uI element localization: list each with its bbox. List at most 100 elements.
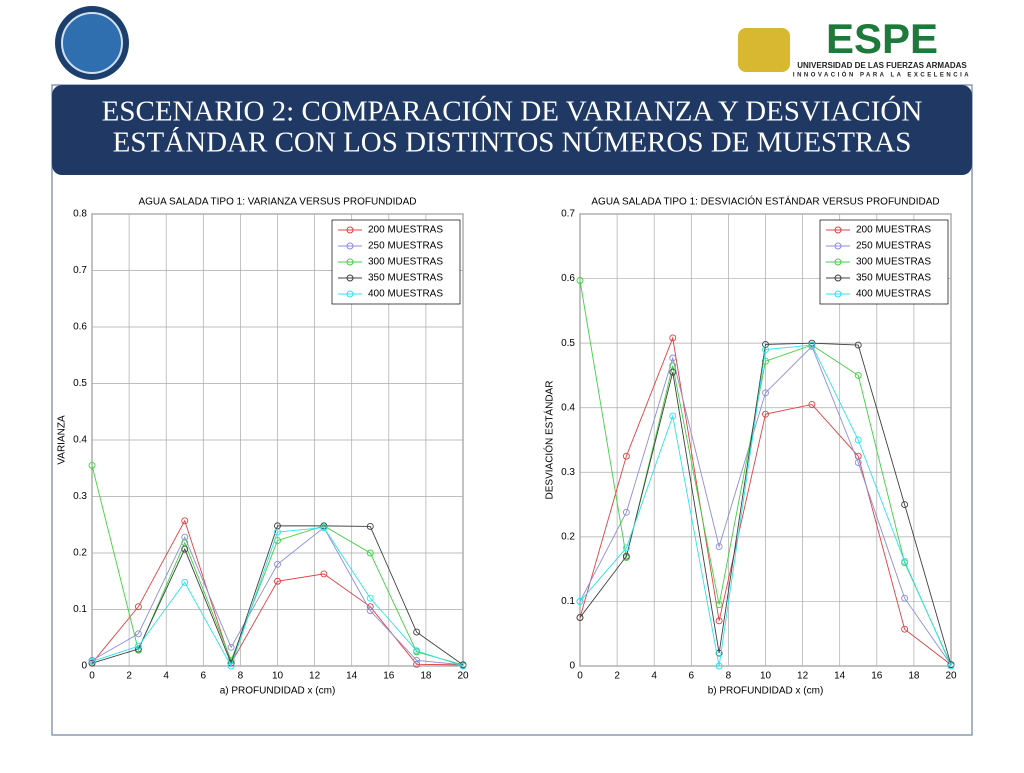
legend-label: 200 MUESTRAS: [368, 225, 443, 236]
data-point: [413, 628, 421, 636]
series-line: [579, 344, 952, 667]
data-point: [366, 522, 374, 530]
data-point: [181, 545, 189, 553]
x-tick-label: 4: [651, 671, 657, 682]
data-point: [274, 577, 281, 585]
data-point: [901, 501, 909, 509]
y-tick-label: 0.2: [561, 531, 575, 542]
data-point: [762, 340, 769, 348]
y-axis-label: VARIANZA: [57, 415, 68, 465]
slide-title: ESTÁNDAR CON LOS DISTINTOS NÚMEROS DE MU…: [113, 126, 912, 159]
title-banner: [52, 85, 972, 175]
data-point: [808, 401, 816, 408]
x-axis-label: b) PROFUNDIDAD x (cm): [708, 686, 824, 697]
x-tick-label: 6: [689, 671, 695, 682]
x-tick-label: 20: [945, 671, 957, 682]
data-point: [901, 625, 909, 633]
x-tick-label: 8: [238, 671, 244, 682]
data-point: [88, 461, 96, 469]
series-line: [91, 527, 464, 668]
legend-label: 400 MUESTRAS: [856, 289, 931, 300]
data-point: [366, 607, 374, 615]
legend-marker: [834, 258, 842, 266]
legend-marker: [346, 242, 354, 250]
data-point: [669, 354, 677, 362]
legend-marker: [346, 258, 354, 266]
data-point: [622, 508, 630, 516]
legend-marker: [834, 242, 842, 250]
x-axis-label: a) PROFUNDIDAD x (cm): [220, 686, 336, 697]
y-tick-label: 0.3: [561, 467, 575, 478]
data-point: [762, 389, 769, 397]
data-point: [947, 662, 955, 670]
data-point: [227, 662, 235, 670]
x-tick-label: 2: [126, 671, 132, 682]
data-point: [622, 552, 630, 560]
data-point: [274, 528, 281, 536]
right-emblem: [738, 28, 790, 72]
y-tick-label: 0.6: [561, 273, 575, 284]
data-point: [854, 371, 862, 379]
data-point: [320, 570, 328, 578]
series-line: [579, 345, 952, 665]
data-point: [576, 597, 584, 605]
slide-title: ESCENARIO 2: COMPARACIÓN DE VARIANZA Y D…: [102, 95, 923, 128]
y-tick-label: 0.8: [73, 209, 87, 220]
data-point: [413, 656, 421, 664]
data-point: [622, 452, 630, 460]
y-tick-label: 0.1: [561, 596, 575, 607]
y-tick-label: 0: [569, 661, 575, 672]
y-tick-label: 0.7: [561, 209, 575, 220]
data-point: [715, 649, 723, 657]
x-tick-label: 18: [420, 671, 432, 682]
x-tick-label: 6: [201, 671, 207, 682]
legend-marker: [834, 290, 842, 298]
x-tick-label: 16: [383, 671, 395, 682]
y-tick-label: 0.4: [561, 402, 575, 413]
legend-marker: [346, 274, 354, 282]
data-point: [134, 630, 142, 638]
y-tick-label: 0.1: [73, 604, 87, 615]
data-point: [576, 277, 584, 284]
legend-marker: [834, 226, 842, 234]
data-point: [669, 412, 677, 420]
data-point: [181, 517, 189, 525]
motto: INNOVACIÓN PARA LA EXCELENCIA: [793, 71, 971, 79]
legend-label: 200 MUESTRAS: [856, 225, 931, 236]
data-point: [274, 560, 281, 568]
x-tick-label: 20: [457, 671, 469, 682]
data-point: [854, 436, 862, 444]
y-tick-label: 0.5: [73, 378, 87, 389]
logo-text: ESPE: [826, 15, 938, 62]
data-point: [854, 341, 862, 349]
data-point: [854, 459, 862, 467]
x-tick-label: 18: [908, 671, 920, 682]
x-tick-label: 12: [797, 671, 809, 682]
legend-marker: [834, 274, 842, 282]
data-point: [669, 368, 677, 376]
legend-label: 400 MUESTRAS: [368, 289, 443, 300]
data-point: [808, 341, 816, 349]
y-tick-label: 0.7: [73, 265, 87, 276]
x-tick-label: 0: [577, 671, 583, 682]
data-point: [134, 603, 142, 611]
legend-marker: [346, 226, 354, 234]
series-line: [91, 526, 464, 666]
data-point: [181, 578, 189, 586]
data-point: [901, 557, 909, 565]
x-tick-label: 16: [871, 671, 883, 682]
legend-label: 250 MUESTRAS: [368, 241, 443, 252]
legend-label: 300 MUESTRAS: [368, 257, 443, 268]
x-tick-label: 14: [346, 671, 358, 682]
x-tick-label: 10: [272, 671, 284, 682]
series-line: [91, 525, 464, 666]
y-axis-label: DESVIACIÓN ESTÁNDAR: [543, 381, 556, 500]
legend-label: 350 MUESTRAS: [856, 273, 931, 284]
y-tick-label: 0.2: [73, 548, 87, 559]
data-point: [901, 594, 909, 602]
data-point: [227, 643, 235, 651]
data-point: [762, 357, 769, 365]
data-point: [576, 614, 584, 622]
y-tick-label: 0.6: [73, 322, 87, 333]
